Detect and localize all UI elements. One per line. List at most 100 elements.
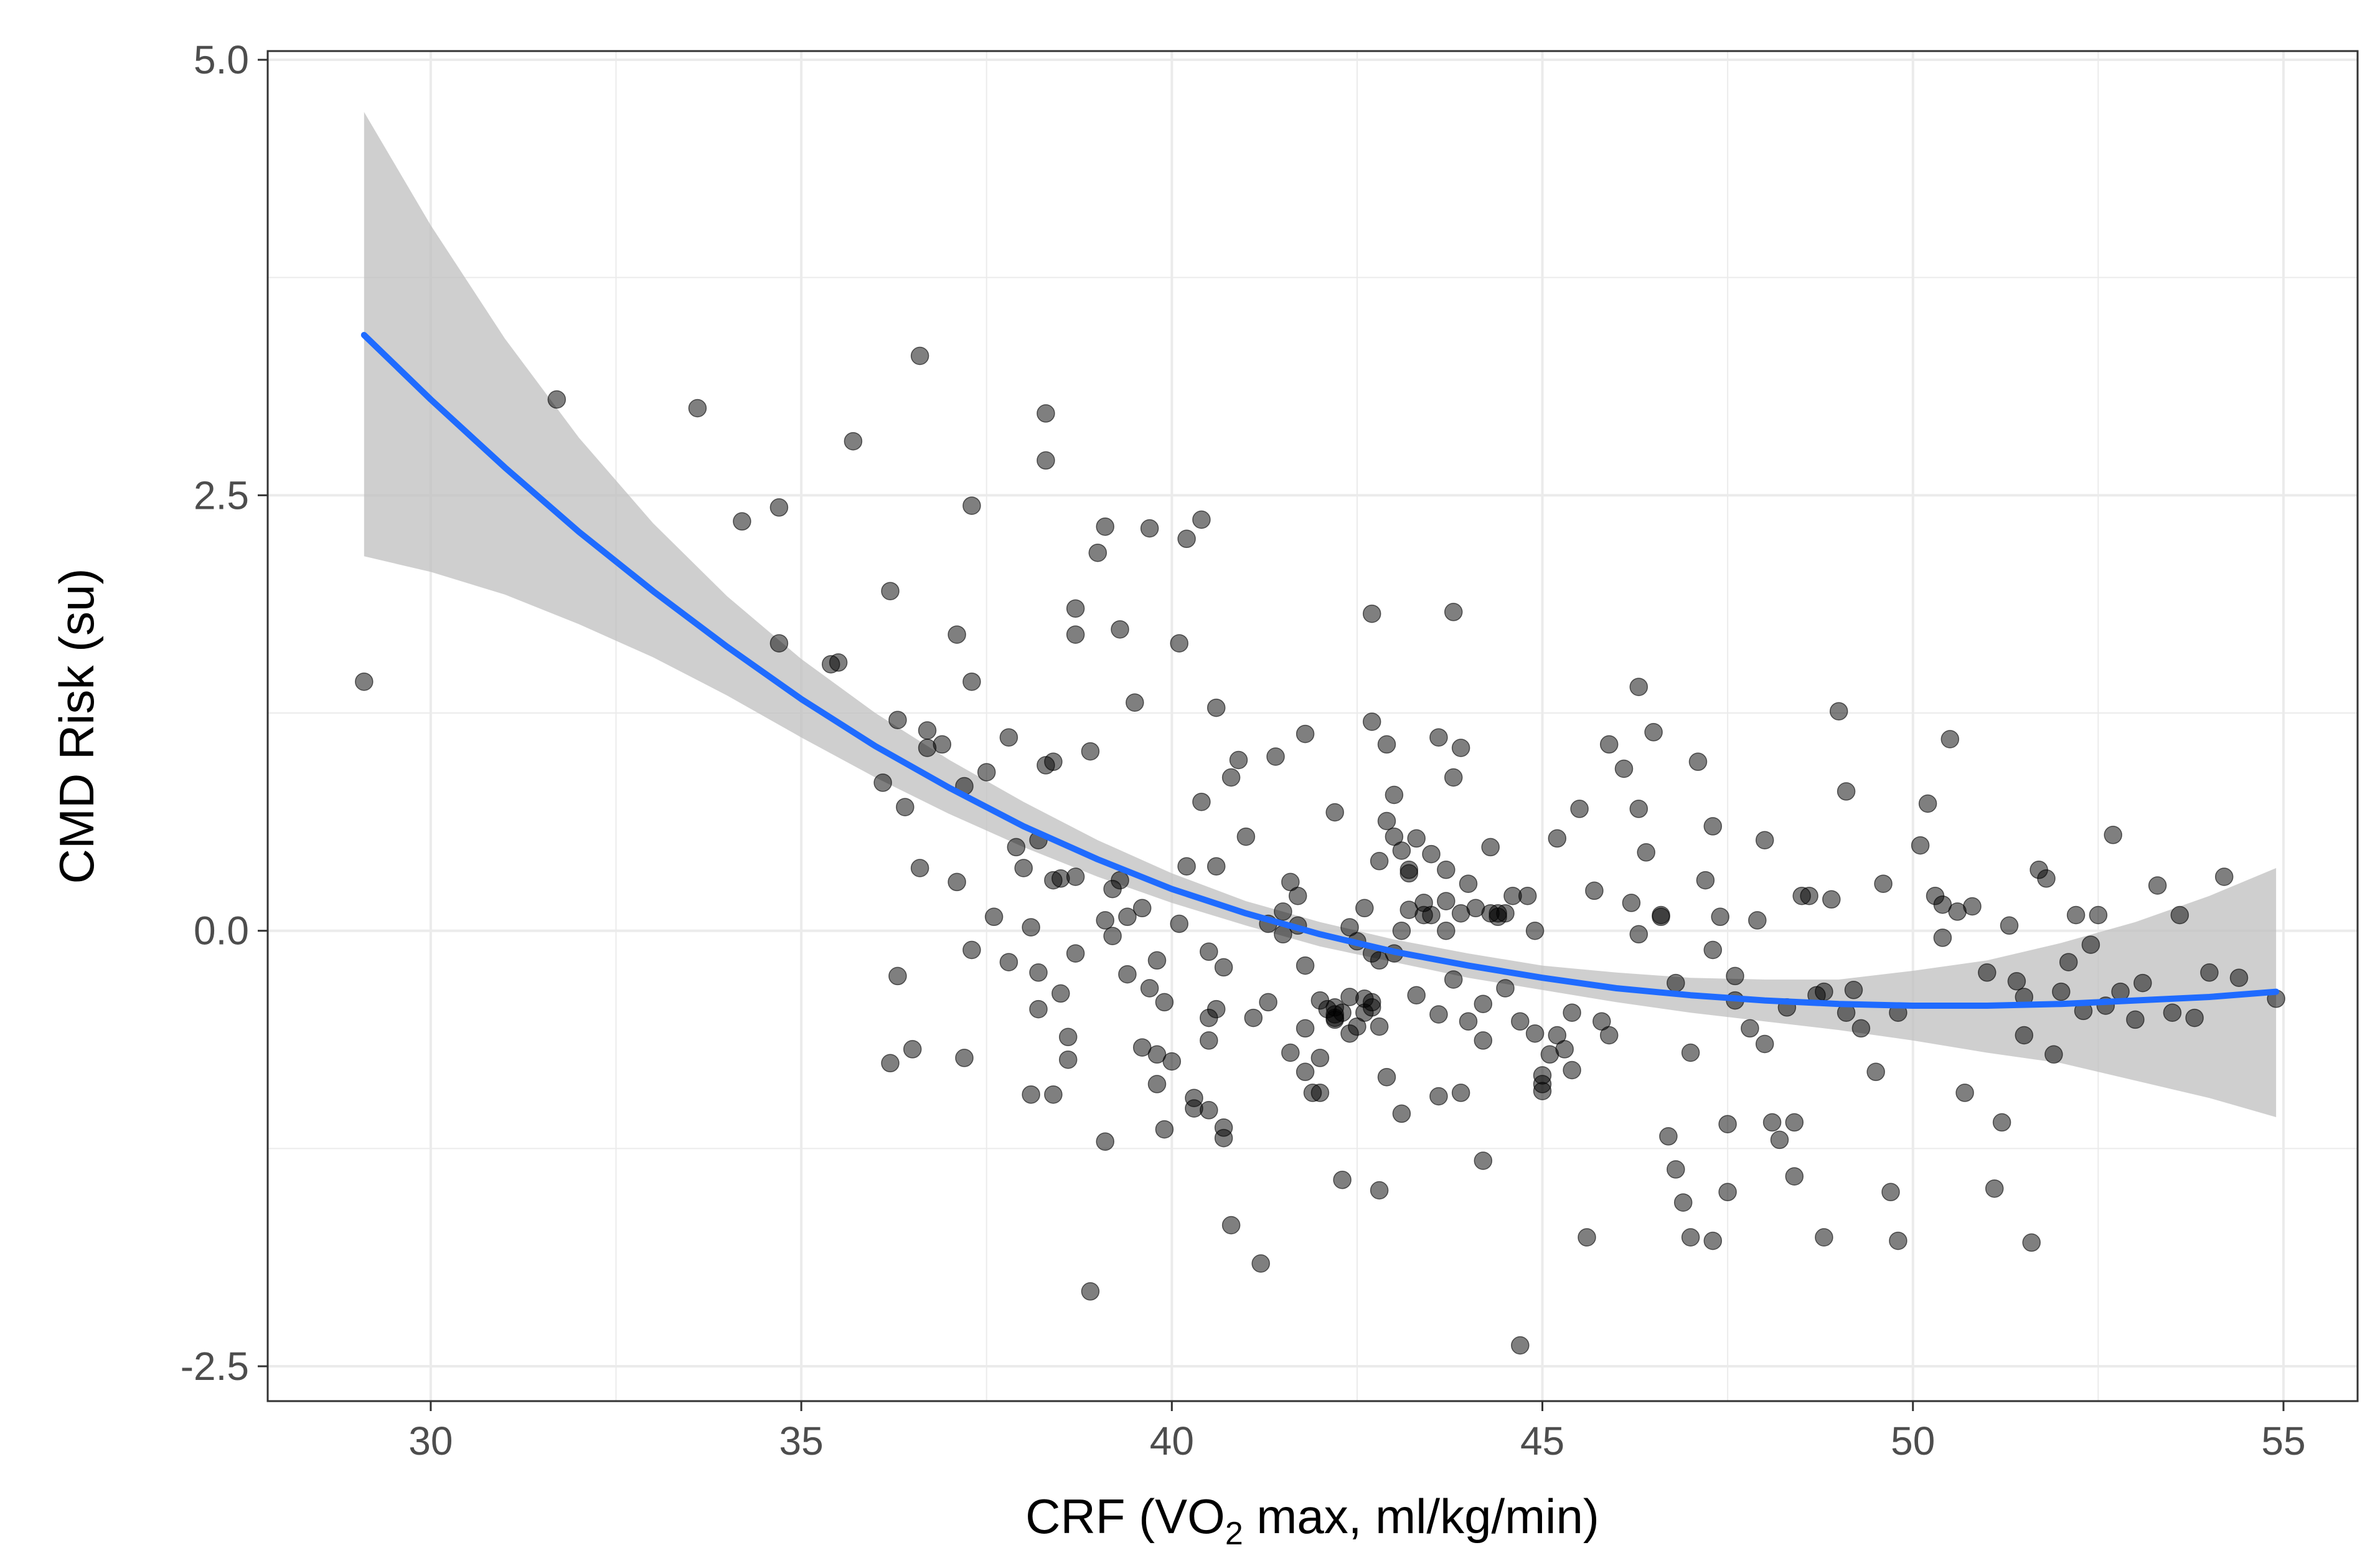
- data-point: [1244, 1008, 1263, 1027]
- data-point: [1889, 1231, 1907, 1250]
- panel-border: [266, 50, 2359, 1402]
- data-point: [1206, 698, 1226, 717]
- data-point: [1177, 529, 1196, 549]
- data-point: [2052, 982, 2071, 1001]
- data-point: [1392, 841, 1411, 860]
- data-point: [1147, 1075, 1167, 1093]
- data-point: [1251, 1254, 1270, 1273]
- data-point: [1296, 724, 1315, 744]
- data-point: [903, 1040, 922, 1059]
- data-point: [1362, 998, 1381, 1017]
- data-point: [1155, 993, 1174, 1012]
- data-point: [1822, 890, 1841, 909]
- data-point: [1177, 857, 1196, 876]
- data-point: [881, 1054, 900, 1073]
- data-point: [1422, 844, 1441, 864]
- data-point: [1599, 1026, 1619, 1045]
- data-point: [1066, 944, 1085, 963]
- data-point: [1688, 752, 1708, 772]
- data-point: [1681, 1043, 1700, 1062]
- data-point: [1711, 907, 1729, 927]
- data-point: [962, 940, 981, 960]
- data-point: [1629, 800, 1649, 818]
- data-point: [1459, 1012, 1478, 1031]
- data-point: [1696, 871, 1715, 890]
- data-point: [1370, 1017, 1389, 1036]
- data-point: [1703, 1231, 1723, 1250]
- data-point: [1955, 1084, 1974, 1102]
- data-point: [2089, 905, 2108, 925]
- data-point: [1058, 1027, 1078, 1047]
- data-point: [1362, 604, 1381, 623]
- data-point: [1644, 723, 1663, 742]
- data-point: [1992, 1113, 2011, 1132]
- data-point: [1762, 1113, 1782, 1132]
- data-point: [2148, 876, 2167, 895]
- data-point: [1918, 794, 1937, 813]
- data-point: [1629, 925, 1649, 944]
- data-point: [2081, 935, 2100, 954]
- data-point: [1051, 984, 1070, 1003]
- data-point: [1815, 1228, 1833, 1247]
- data-point: [1474, 1151, 1493, 1170]
- major-gridlines: [268, 51, 2358, 1401]
- data-point: [1147, 1045, 1167, 1064]
- x-axis-tick-labels: 30 35 40 45 50 55: [408, 1419, 2305, 1463]
- data-point: [1377, 735, 1396, 754]
- data-point: [1325, 803, 1344, 822]
- data-point: [2104, 826, 2122, 844]
- data-point: [1385, 785, 1404, 805]
- data-point: [1474, 994, 1493, 1013]
- data-point: [1437, 892, 1456, 910]
- data-point: [1037, 404, 1055, 423]
- data-point: [1296, 956, 1315, 975]
- data-point: [1407, 829, 1426, 848]
- data-point: [1985, 1179, 2004, 1198]
- data-point: [1451, 1084, 1470, 1102]
- data-point: [2126, 1010, 2145, 1029]
- data-point: [1044, 752, 1063, 772]
- data-point: [1022, 918, 1040, 937]
- data-point: [1422, 905, 1441, 925]
- data-point: [1044, 1085, 1063, 1104]
- data-point: [1236, 827, 1256, 846]
- data-point: [1518, 886, 1537, 905]
- data-point: [1355, 899, 1374, 918]
- data-point: [1444, 970, 1463, 989]
- data-point: [1570, 800, 1589, 818]
- x-tick-label: 35: [779, 1419, 824, 1463]
- data-point: [1511, 1336, 1530, 1355]
- data-point: [1637, 843, 1655, 862]
- data-point: [1548, 829, 1567, 848]
- data-point: [1370, 852, 1389, 871]
- data-point: [1296, 1019, 1315, 1038]
- data-point: [844, 432, 863, 451]
- data-point: [1673, 1193, 1693, 1212]
- data-point: [1162, 1052, 1182, 1071]
- data-point: [1111, 871, 1129, 890]
- data-point: [2037, 869, 2056, 888]
- data-point: [1200, 942, 1218, 961]
- data-point: [1429, 1005, 1448, 1024]
- data-point: [1718, 1183, 1737, 1202]
- data-point: [1066, 599, 1085, 618]
- data-point: [1629, 678, 1649, 696]
- data-point: [1081, 1282, 1100, 1301]
- data-point: [2022, 1233, 2041, 1252]
- data-point: [999, 728, 1018, 747]
- data-point: [2163, 1003, 2182, 1022]
- data-point: [1459, 874, 1478, 893]
- fit-line-layer: [360, 332, 2280, 1009]
- data-point: [1170, 914, 1188, 933]
- data-point: [1741, 1019, 1759, 1038]
- x-tick-label: 30: [408, 1419, 453, 1463]
- data-point: [2229, 968, 2249, 987]
- y-tick-label: 5.0: [194, 37, 249, 82]
- data-point: [1851, 1019, 1871, 1038]
- data-point: [1029, 999, 1048, 1019]
- data-point: [1844, 981, 1863, 999]
- data-point: [962, 496, 981, 515]
- data-point: [1785, 1167, 1804, 1186]
- data-point: [1933, 928, 1952, 947]
- data-point: [1815, 982, 1833, 1001]
